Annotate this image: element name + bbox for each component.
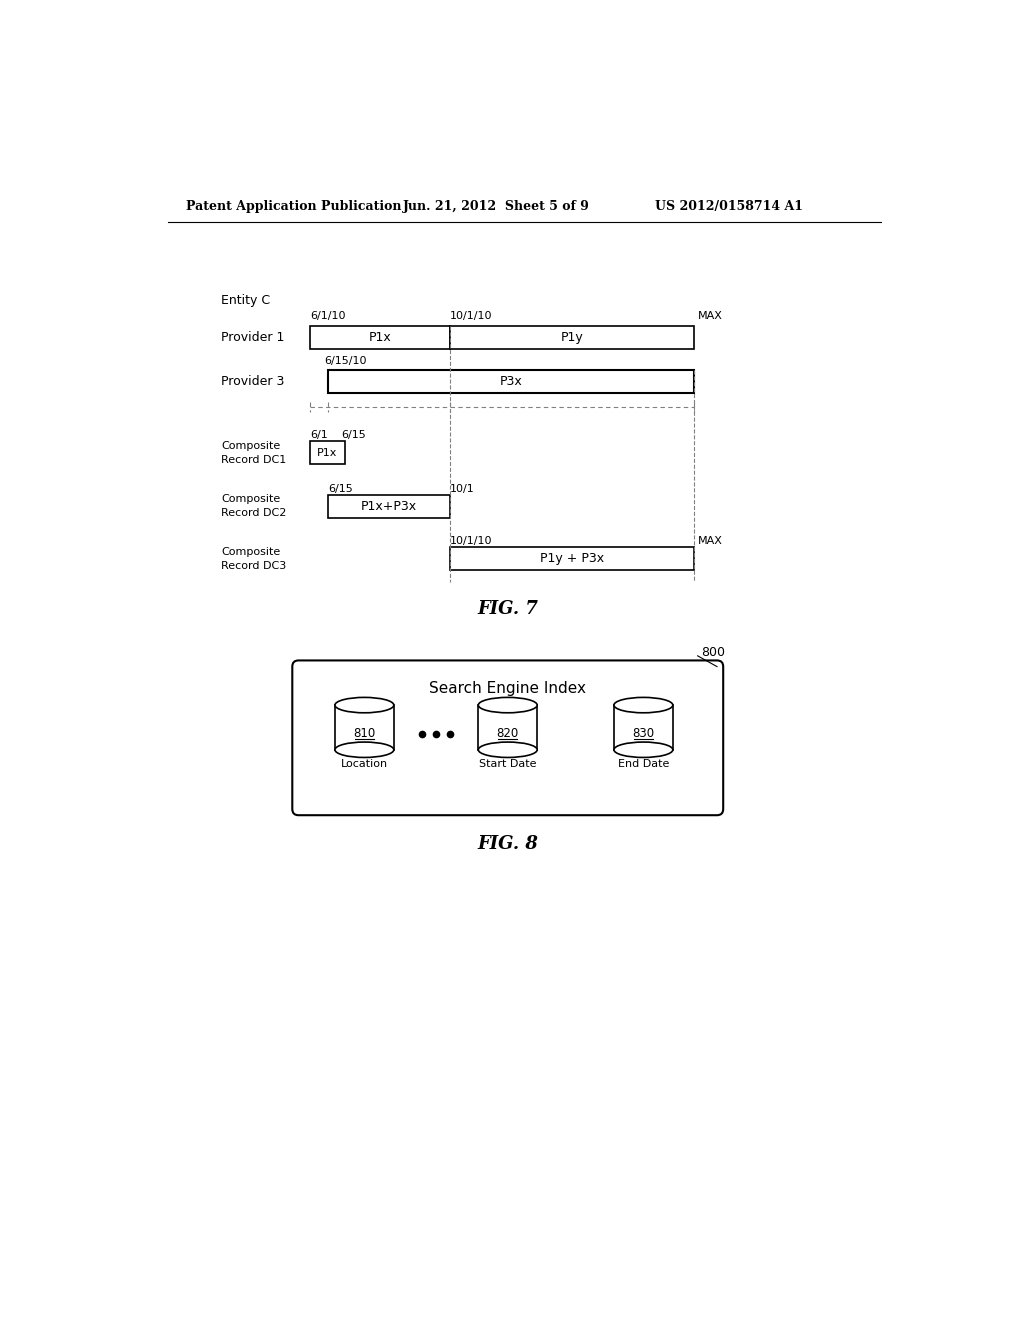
Bar [310, 441, 345, 465]
Text: FIG. 7: FIG. 7 [477, 599, 539, 618]
Text: 810: 810 [353, 727, 376, 741]
Text: 10/1: 10/1 [450, 483, 474, 494]
Text: P1x: P1x [369, 331, 391, 345]
Text: Composite
Record DC2: Composite Record DC2 [221, 495, 287, 519]
Text: Entity C: Entity C [221, 294, 270, 308]
Text: FIG. 8: FIG. 8 [477, 834, 539, 853]
Text: Provider 1: Provider 1 [221, 331, 285, 345]
Text: Jun. 21, 2012  Sheet 5 of 9: Jun. 21, 2012 Sheet 5 of 9 [403, 199, 590, 213]
Text: US 2012/0158714 A1: US 2012/0158714 A1 [655, 199, 803, 213]
Text: 800: 800 [701, 647, 725, 659]
Text: P1x: P1x [317, 447, 338, 458]
Text: 6/15: 6/15 [341, 430, 366, 440]
Text: P1x+P3x: P1x+P3x [360, 500, 417, 513]
Text: P1y + P3x: P1y + P3x [540, 552, 604, 565]
Text: 10/1/10: 10/1/10 [450, 312, 493, 321]
Text: 6/1: 6/1 [310, 430, 328, 440]
Text: 6/15/10: 6/15/10 [324, 356, 367, 366]
Text: Composite
Record DC1: Composite Record DC1 [221, 441, 287, 465]
Ellipse shape [478, 742, 538, 758]
Bar [450, 326, 693, 350]
Ellipse shape [614, 697, 673, 713]
Text: Patent Application Publication: Patent Application Publication [186, 199, 401, 213]
Bar [450, 548, 693, 570]
Bar [328, 495, 450, 517]
Text: 820: 820 [497, 727, 519, 741]
Text: Provider 3: Provider 3 [221, 375, 285, 388]
Text: Start Date: Start Date [479, 759, 537, 768]
Text: P3x: P3x [500, 375, 522, 388]
FancyBboxPatch shape [292, 660, 723, 816]
Bar [328, 370, 693, 393]
Text: Composite
Record DC3: Composite Record DC3 [221, 546, 287, 570]
Text: 830: 830 [632, 727, 654, 741]
Text: 6/1/10: 6/1/10 [310, 312, 346, 321]
Text: P1y: P1y [560, 331, 583, 345]
Ellipse shape [478, 697, 538, 713]
Text: Search Engine Index: Search Engine Index [429, 681, 587, 696]
Text: MAX: MAX [697, 536, 723, 546]
Ellipse shape [335, 742, 394, 758]
Bar [310, 326, 450, 350]
Text: Location: Location [341, 759, 388, 768]
Text: MAX: MAX [697, 312, 723, 321]
Text: 10/1/10: 10/1/10 [450, 536, 493, 546]
Ellipse shape [335, 697, 394, 713]
Ellipse shape [614, 742, 673, 758]
Text: 6/15: 6/15 [328, 483, 352, 494]
Text: End Date: End Date [617, 759, 669, 768]
